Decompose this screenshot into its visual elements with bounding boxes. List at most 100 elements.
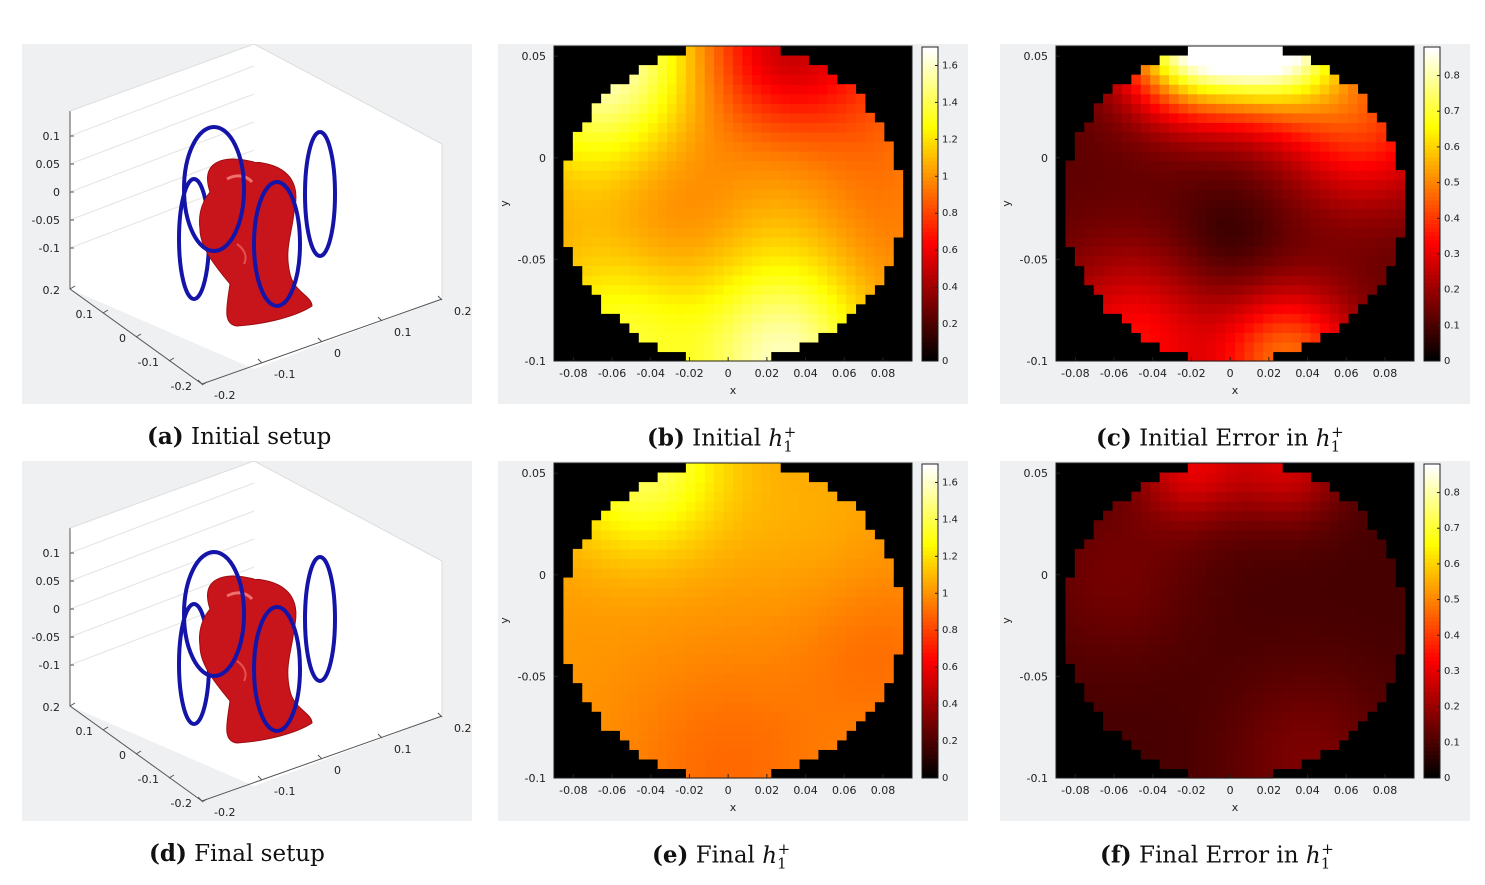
colorbar-segment [1424, 309, 1440, 315]
heatmap-cell [629, 208, 640, 219]
heatmap-cell [723, 758, 734, 770]
heatmap-cell [1310, 294, 1321, 305]
heatmap-cell [1197, 122, 1208, 133]
heatmap-cell [742, 587, 753, 598]
heatmap-cell [1159, 256, 1170, 267]
heatmap-cell [1338, 198, 1349, 209]
coil [182, 550, 246, 678]
heatmap-cell [827, 112, 838, 123]
heatmap-cell [1300, 539, 1311, 550]
heatmap-cell [572, 227, 583, 238]
heatmap-cell [695, 74, 706, 85]
heatmap-cell [1169, 170, 1180, 181]
heatmap-cell [610, 510, 621, 521]
heatmap-cell [789, 520, 800, 531]
heatmap-cell [1235, 482, 1246, 493]
colorbar-segment [922, 679, 938, 685]
heatmap-cell [1319, 606, 1330, 617]
math-h1-plus: h1+ [1315, 423, 1344, 456]
heatmap-cell [1112, 131, 1123, 143]
heatmap-cell [1300, 711, 1311, 722]
colorbar-segment [1424, 172, 1440, 178]
heatmap-cell [676, 482, 687, 493]
heatmap-cell [1225, 151, 1236, 162]
heatmap-cell [591, 577, 602, 588]
heatmap-cell [629, 501, 640, 512]
colorbar-segment [922, 58, 938, 64]
heatmap-cell [619, 568, 630, 579]
heatmap-cell [667, 160, 678, 171]
heatmap-cell [1225, 739, 1236, 750]
heatmap-cell [648, 246, 659, 257]
heatmap-cell [733, 208, 744, 219]
heatmap-cell [1348, 103, 1359, 114]
heatmap-cell [1366, 112, 1377, 123]
heatmap-cell [1366, 673, 1377, 684]
heatmap-cell [1244, 463, 1255, 474]
colorbar-segment [1424, 357, 1440, 362]
heatmap-cell [1206, 730, 1217, 741]
heatmap-cell [1310, 236, 1321, 248]
heatmap-cell [704, 548, 715, 560]
y-tick-mark [69, 702, 76, 707]
heatmap-cell [1084, 131, 1095, 143]
heatmap-cell [1338, 701, 1349, 712]
heatmap-cell [1216, 236, 1227, 248]
heatmap-cell [1329, 653, 1340, 665]
heatmap-cell [874, 558, 885, 569]
heatmap-cell [1348, 577, 1359, 588]
colorbar-segment [922, 247, 938, 252]
heatmap-cell [582, 682, 593, 693]
heatmap-cell [1300, 673, 1311, 684]
heatmap-cell [1310, 303, 1321, 314]
heatmap-cell [1300, 739, 1311, 750]
heatmap-cell [1366, 625, 1377, 636]
heatmap-cell [1140, 558, 1151, 569]
heatmap-cell [789, 151, 800, 162]
heatmap-cell [742, 122, 753, 133]
heatmap-cell [1225, 653, 1236, 665]
heatmap-cell [770, 529, 781, 540]
heatmap-cell [1074, 587, 1085, 598]
heatmap-cell [714, 682, 725, 693]
heatmap-cell [1216, 151, 1227, 162]
heatmap-cell [610, 198, 621, 209]
x-tick-label: -0.08 [559, 784, 587, 797]
heatmap-cell [855, 711, 866, 722]
heatmap-cell [1216, 625, 1227, 636]
heatmap-cell [827, 303, 838, 314]
x-tick-label: 0.02 [1257, 784, 1282, 797]
heatmap-cell [855, 284, 866, 295]
heatmap-cell [836, 615, 847, 626]
heatmap-cell [733, 682, 744, 693]
heatmap-cell [1319, 303, 1330, 314]
colorbar-segment [922, 738, 938, 744]
heatmap-cell [1131, 160, 1142, 171]
heatmap-cell [1300, 322, 1311, 333]
x-tick-label: 0.08 [871, 784, 896, 797]
colorbar-segment [922, 117, 938, 123]
heatmap-cell [1338, 644, 1349, 655]
heatmap-cell [1376, 596, 1387, 607]
setup-3d-plot-initial: 0.10.050-0.05-0.10.20.10-0.1-0.2-0.2-0.1… [22, 43, 472, 404]
colorbar-segment [922, 550, 938, 555]
heatmap-cell [591, 653, 602, 665]
heatmap-cell [1329, 625, 1340, 636]
heatmap-cell [638, 103, 649, 114]
heatmap-cell [1244, 768, 1255, 779]
heatmap-cell [1121, 227, 1132, 238]
heatmap-cell [742, 236, 753, 248]
math-h1-plus: h1+ [762, 840, 791, 873]
heatmap-cell [1206, 46, 1217, 57]
heatmap-cell [1235, 587, 1246, 598]
heatmap-cell [1093, 596, 1104, 607]
heatmap-cell [770, 189, 781, 200]
heatmap-cell [742, 596, 753, 607]
heatmap-cell [601, 615, 612, 626]
heatmap-cell [638, 179, 649, 190]
heatmap-cell [770, 634, 781, 645]
heatmap-cell [1065, 596, 1076, 607]
colorbar-tick-label: 0.1 [1444, 737, 1460, 748]
heatmap-cell [582, 606, 593, 617]
heatmap-cell [582, 256, 593, 267]
